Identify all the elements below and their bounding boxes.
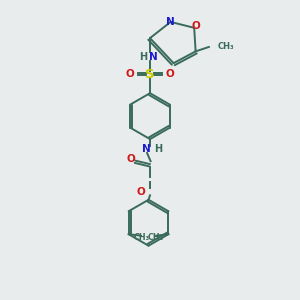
Text: O: O <box>166 69 174 79</box>
Text: O: O <box>136 187 145 197</box>
Text: CH₃: CH₃ <box>134 233 150 242</box>
Text: CH₃: CH₃ <box>148 233 164 242</box>
Text: S: S <box>145 68 155 81</box>
Text: N: N <box>166 17 175 27</box>
Text: O: O <box>126 69 134 79</box>
Text: H: H <box>154 144 162 154</box>
Text: H: H <box>140 52 148 62</box>
Text: O: O <box>127 154 135 164</box>
Text: N: N <box>142 144 151 154</box>
Text: CH₃: CH₃ <box>217 42 234 51</box>
Text: O: O <box>191 21 200 31</box>
Text: N: N <box>149 52 158 62</box>
